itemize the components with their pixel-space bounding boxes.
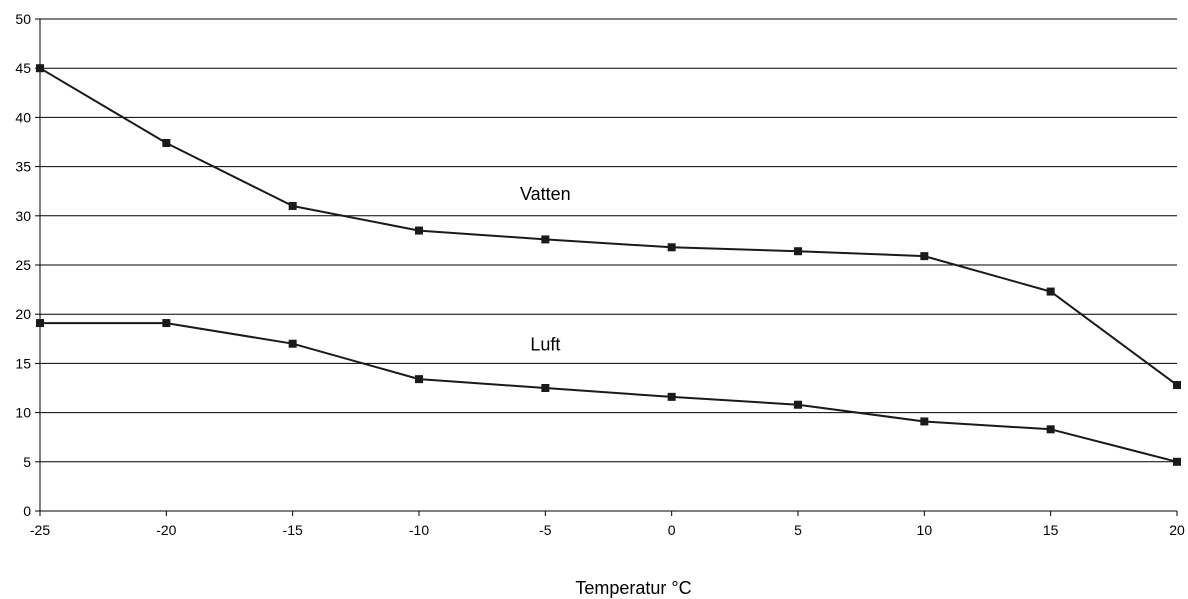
data-point-marker [1173, 457, 1181, 466]
y-tick-label: 50 [15, 11, 31, 27]
x-tick-label: 20 [1169, 522, 1185, 538]
x-tick-label: 10 [917, 522, 933, 538]
y-tick-label: 20 [15, 306, 31, 322]
y-tick-label: 0 [23, 503, 31, 519]
y-tick-label: 5 [23, 454, 31, 470]
x-tick-label: 15 [1043, 522, 1059, 538]
series-group: Vatten Luft [36, 64, 1181, 466]
data-point-marker [541, 235, 550, 244]
series-label-vatten: Vatten [520, 184, 571, 204]
x-tick-label: -25 [30, 522, 50, 538]
data-point-marker [36, 64, 44, 73]
data-point-marker [920, 252, 929, 261]
series-label-luft: Luft [530, 335, 560, 355]
series-vatten: Vatten [36, 64, 1181, 390]
data-point-marker [288, 201, 297, 210]
data-point-marker [794, 400, 802, 409]
data-point-marker [415, 375, 423, 384]
data-point-marker [162, 138, 171, 147]
y-tick-label: 30 [15, 208, 31, 224]
x-tick-label: -10 [409, 522, 429, 538]
x-tick-label: 5 [794, 522, 802, 538]
y-tick-labels: 0 5 10 15 20 25 30 35 40 45 50 [15, 11, 31, 519]
data-point-marker [794, 247, 802, 256]
y-tick-label: 10 [15, 405, 31, 421]
data-point-marker [920, 417, 929, 426]
data-point-marker [667, 243, 676, 252]
x-tick-label: 0 [668, 522, 676, 538]
y-tick-label: 35 [15, 159, 31, 175]
gridlines [40, 18, 1177, 463]
y-tick-label: 15 [15, 355, 31, 371]
data-point-marker [1046, 425, 1055, 434]
data-point-marker [1046, 287, 1055, 296]
x-axis-title: Temperatur °C [575, 578, 691, 598]
data-point-marker [162, 319, 171, 328]
data-point-marker [541, 384, 550, 392]
x-tick-label: -20 [156, 522, 176, 538]
x-tick-label: -5 [539, 522, 552, 538]
y-tick-label: 40 [15, 109, 31, 125]
data-point-marker [1173, 381, 1181, 390]
data-point-marker [667, 392, 676, 401]
y-tick-label: 25 [15, 257, 31, 273]
x-tick-label: -15 [283, 522, 303, 538]
axes [35, 18, 1178, 516]
series-line-luft [40, 322, 1178, 463]
y-tick-label: 45 [15, 60, 31, 76]
series-line-vatten [39, 67, 1178, 386]
x-tick-labels: -25 -20 -15 -10 -5 0 5 10 15 20 [30, 522, 1185, 538]
data-point-marker [36, 319, 44, 328]
series-luft: Luft [36, 319, 1181, 466]
data-point-marker [288, 339, 297, 348]
data-point-marker [415, 226, 423, 235]
